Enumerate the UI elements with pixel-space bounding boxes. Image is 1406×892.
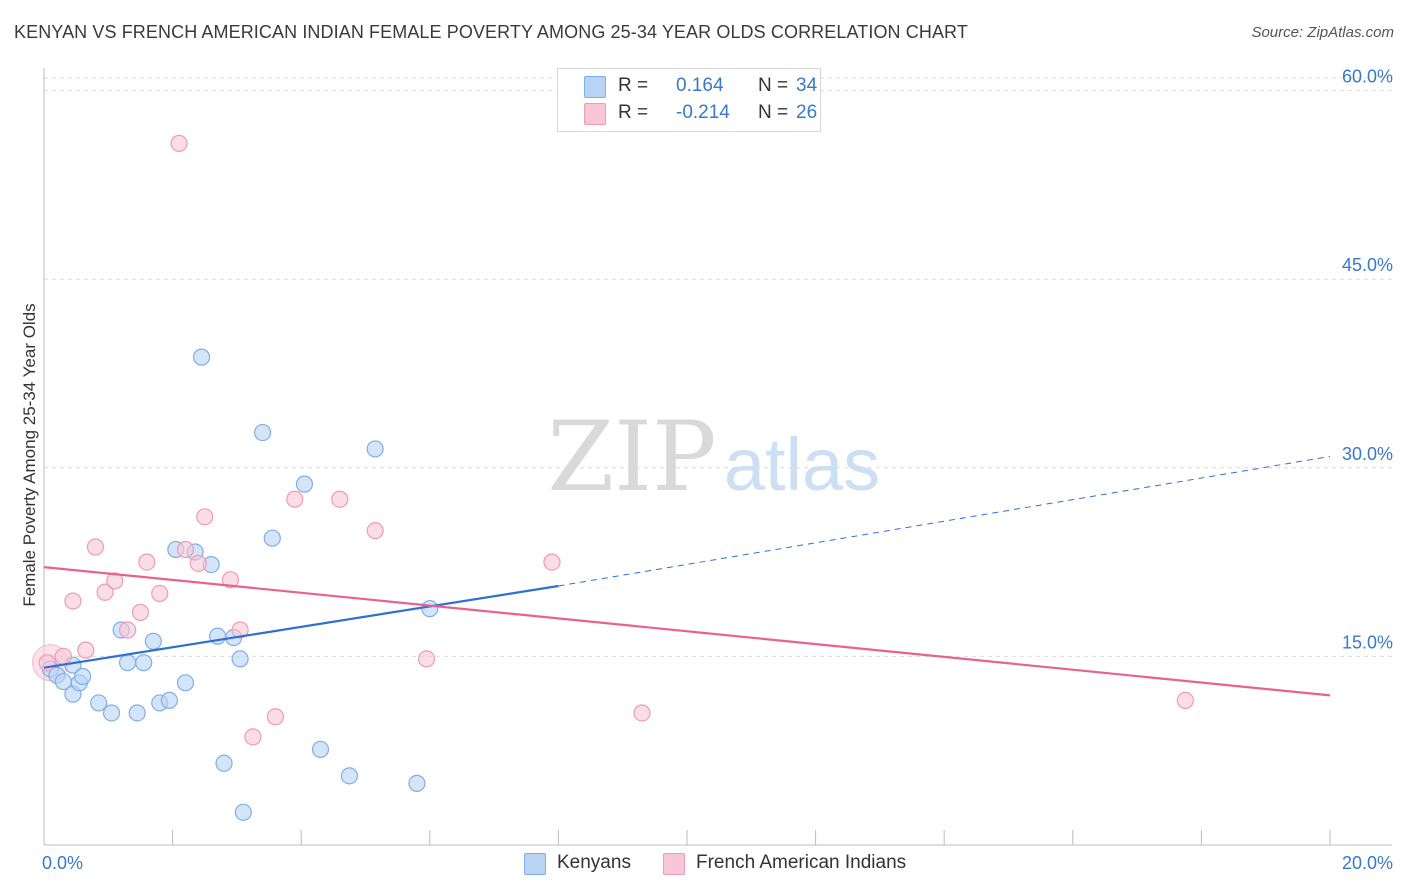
watermark-atlas: atlas	[724, 423, 880, 506]
kenyans-point	[192, 348, 211, 366]
french-legend-label: French American Indians	[696, 852, 907, 873]
legend-r-label: R =	[618, 75, 649, 96]
french-point	[138, 553, 156, 571]
french-n-value: 26	[796, 102, 818, 123]
kenyans-point	[421, 600, 439, 618]
kenyans-point	[366, 440, 384, 458]
french-point	[366, 522, 384, 540]
kenyans-legend-label: Kenyans	[557, 852, 631, 873]
kenyans-point	[128, 704, 146, 722]
legend-n-label: N =	[758, 75, 789, 96]
kenyans-point	[254, 423, 272, 442]
french-swatch	[584, 103, 606, 125]
kenyans-point	[73, 667, 92, 686]
kenyans-n-value: 34	[796, 75, 818, 96]
watermark-zip: ZIP	[547, 401, 716, 513]
y-tick-label: 30.0%	[1342, 444, 1393, 464]
french-point	[331, 490, 349, 508]
kenyans-point	[234, 803, 252, 821]
french-point	[77, 641, 95, 659]
french-point	[221, 571, 240, 589]
x-tick-label: 20.0%	[1342, 853, 1393, 873]
french-point	[543, 553, 561, 571]
kenyans-trend-extension	[558, 455, 1331, 587]
french-point	[151, 584, 169, 603]
kenyans-point	[295, 475, 314, 493]
gridlines	[44, 77, 1392, 657]
french-point	[118, 621, 137, 639]
french-trend-line	[43, 566, 1331, 697]
french-point	[244, 728, 262, 746]
french-r-value: -0.214	[676, 102, 730, 123]
trend-lines	[43, 455, 1331, 697]
french-point	[86, 538, 105, 556]
french-point	[417, 650, 436, 668]
chart-title: KENYAN VS FRENCH AMERICAN INDIAN FEMALE …	[14, 22, 968, 42]
kenyans-point	[102, 704, 121, 722]
kenyans-point	[160, 691, 178, 710]
french-point	[196, 508, 214, 526]
y-axis-label: Female Poverty Among 25-34 Year Olds	[20, 303, 39, 607]
kenyans-point	[90, 694, 108, 712]
french-point	[176, 540, 195, 559]
kenyans-point	[135, 654, 153, 672]
kenyans-point	[231, 650, 249, 668]
y-tick-label: 60.0%	[1342, 67, 1393, 87]
y-tick-label: 45.0%	[1342, 255, 1393, 275]
french-point	[131, 603, 150, 621]
axes	[43, 68, 1392, 846]
tick-labels: 15.0% 30.0% 45.0% 60.0% 0.0% 20.0%	[42, 67, 1393, 873]
french-point	[633, 704, 651, 722]
french-point	[286, 490, 304, 508]
french-point	[170, 134, 188, 152]
correlation-legend: R = 0.164 N = 34 R = -0.214 N = 26	[557, 68, 821, 132]
kenyans-r-value: 0.164	[676, 75, 724, 96]
french-point	[189, 554, 207, 572]
kenyans-point	[144, 632, 162, 650]
kenyans-point	[263, 529, 281, 547]
french-point	[1176, 691, 1194, 710]
kenyans-point	[408, 774, 426, 792]
kenyans-point	[340, 767, 359, 785]
kenyans-point	[215, 754, 233, 772]
watermark: ZIP atlas	[547, 401, 880, 513]
french-point	[266, 708, 285, 726]
french-point	[96, 583, 114, 601]
legend-r-label: R =	[618, 102, 649, 123]
kenyans-point	[311, 740, 330, 759]
french-point	[231, 621, 249, 639]
source-label: Source: ZipAtlas.com	[1251, 24, 1394, 41]
french-legend-swatch	[663, 853, 685, 875]
french-point	[54, 647, 72, 665]
y-tick-label: 15.0%	[1342, 632, 1393, 652]
kenyans-swatch	[584, 76, 606, 98]
kenyans-legend-swatch	[524, 853, 546, 875]
kenyans-point	[176, 674, 195, 692]
kenyans-point	[118, 654, 137, 672]
x-tick-label: 0.0%	[42, 853, 83, 873]
french-point	[64, 592, 82, 610]
legend-n-label: N =	[758, 102, 789, 123]
kenyans-trend-line	[43, 584, 559, 669]
data-points	[31, 134, 1194, 821]
french-point	[106, 572, 124, 590]
